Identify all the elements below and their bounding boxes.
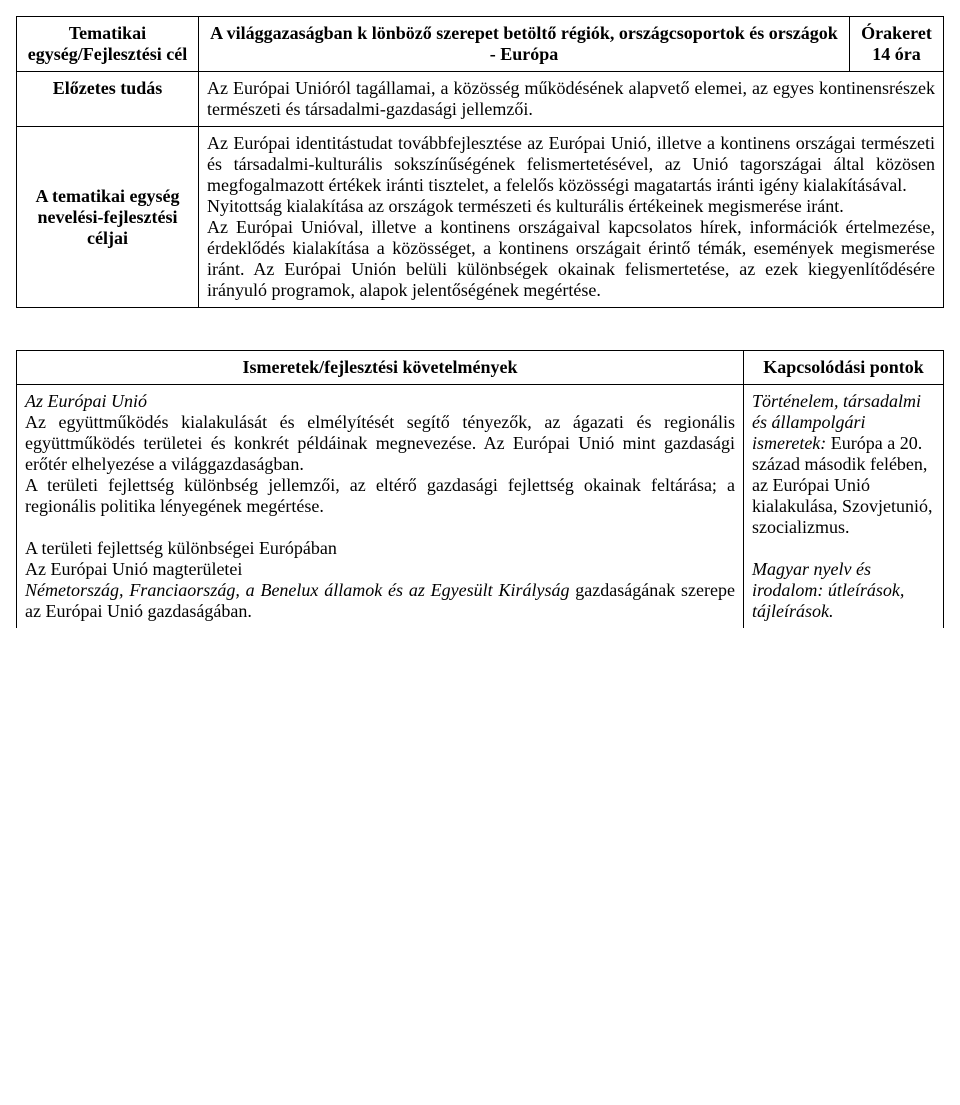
prior-knowledge-content: Az Európai Unióról tagállamai, a közössé… — [199, 72, 944, 127]
unit-label-cell: Tematikai egység/Fejlesztési cél — [17, 17, 199, 72]
req-paragraph-1: Az együttműködés kialakulását és elmélyí… — [25, 412, 735, 474]
req-countries: Németország, Franciaország, a Benelux ál… — [25, 580, 569, 600]
requirements-body-left: Az Európai Unió Az együttműködés kialaku… — [17, 385, 744, 629]
req-subheading-2: Az Európai Unió magterületei — [25, 559, 242, 579]
goals-label: A tematikai egység nevelési-fejlesztési … — [17, 127, 199, 308]
requirements-header-left: Ismeretek/fejlesztési követelmények — [17, 351, 744, 385]
goals-content: Az Európai identitástudat továbbfejleszt… — [199, 127, 944, 308]
conn-title-2: Magyar nyelv és irodalom: útleírások, tá… — [752, 559, 904, 621]
unit-topic-cell: A világgazaságban k lönböző szerepet bet… — [199, 17, 850, 72]
requirements-header-right: Kapcsolódási pontok — [744, 351, 944, 385]
section-title-eu: Az Európai Unió — [25, 391, 147, 411]
curriculum-unit-table: Tematikai egység/Fejlesztési cél A világ… — [16, 16, 944, 308]
prior-knowledge-label: Előzetes tudás — [17, 72, 199, 127]
requirements-table: Ismeretek/fejlesztési követelmények Kapc… — [16, 350, 944, 628]
req-paragraph-2: A területi fejlettség különbség jellemző… — [25, 475, 735, 516]
req-subheading-1: A területi fejlettség különbségei Európá… — [25, 538, 337, 558]
requirements-body-right: Történelem, társadalmi és állampolgári i… — [744, 385, 944, 629]
unit-timeframe-cell: Órakeret 14 óra — [850, 17, 944, 72]
